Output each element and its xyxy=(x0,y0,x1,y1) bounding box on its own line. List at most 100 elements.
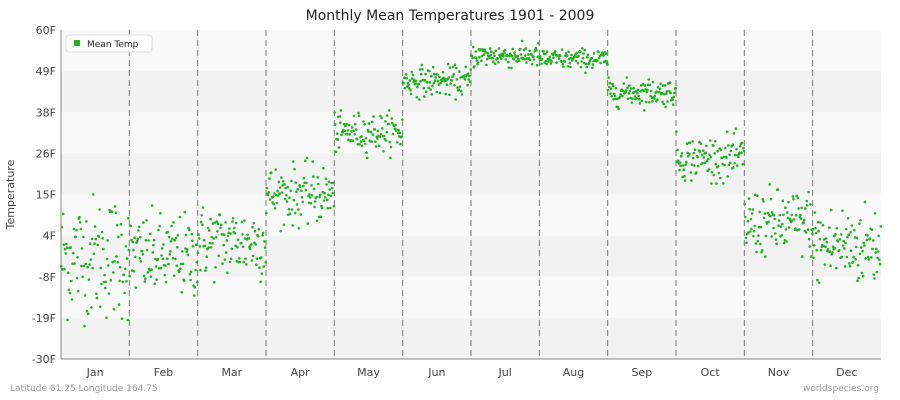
data-point xyxy=(494,49,498,52)
data-point xyxy=(692,151,696,155)
data-point xyxy=(250,259,254,262)
data-point xyxy=(537,42,540,45)
data-point xyxy=(189,270,193,274)
data-point xyxy=(841,244,845,248)
data-point xyxy=(503,48,507,52)
data-point xyxy=(731,143,734,146)
data-point xyxy=(135,239,139,243)
data-point xyxy=(690,163,694,166)
data-point xyxy=(700,153,704,157)
data-point xyxy=(306,222,310,225)
data-point xyxy=(746,220,750,223)
data-point xyxy=(303,159,307,162)
data-point xyxy=(493,62,497,66)
data-point xyxy=(518,47,522,51)
data-point xyxy=(625,76,629,79)
data-point xyxy=(733,153,737,157)
data-point xyxy=(149,275,153,278)
data-point xyxy=(83,324,86,328)
x-tick-label: Jul xyxy=(498,366,512,379)
data-point xyxy=(445,83,449,86)
data-point xyxy=(787,226,791,229)
data-point xyxy=(415,96,419,99)
data-point xyxy=(814,226,817,230)
data-point xyxy=(768,183,771,186)
data-point xyxy=(302,176,306,180)
data-point xyxy=(142,221,145,224)
data-point xyxy=(250,243,253,246)
data-point xyxy=(409,92,413,96)
data-point xyxy=(357,111,360,115)
data-point xyxy=(664,105,667,109)
data-point xyxy=(348,133,352,136)
data-point xyxy=(295,190,298,194)
data-point xyxy=(839,233,843,236)
data-point xyxy=(555,61,558,64)
data-point xyxy=(480,59,483,63)
data-point xyxy=(389,145,393,149)
data-point xyxy=(112,271,115,274)
data-point xyxy=(157,266,161,270)
data-point xyxy=(199,220,203,224)
data-point xyxy=(614,97,617,101)
data-point xyxy=(685,160,688,164)
data-point xyxy=(433,79,437,82)
data-point xyxy=(710,182,713,185)
data-point xyxy=(439,81,442,85)
data-point xyxy=(419,72,423,76)
data-point xyxy=(360,135,363,138)
data-point xyxy=(530,53,533,56)
data-point xyxy=(89,258,93,261)
data-point xyxy=(164,280,168,284)
data-point xyxy=(222,243,225,247)
data-point xyxy=(647,78,650,81)
data-point xyxy=(437,83,441,86)
data-point xyxy=(190,232,193,236)
data-point xyxy=(686,154,690,158)
data-point xyxy=(875,270,879,274)
data-point xyxy=(707,168,711,171)
data-point xyxy=(240,220,244,224)
data-point xyxy=(591,63,595,66)
data-point xyxy=(549,62,553,65)
data-point xyxy=(308,196,312,199)
data-point xyxy=(374,145,378,148)
data-point xyxy=(648,83,652,87)
data-point xyxy=(446,62,450,66)
data-point xyxy=(745,241,748,244)
data-point xyxy=(94,237,98,241)
data-point xyxy=(418,98,421,101)
data-point xyxy=(273,207,277,210)
data-point xyxy=(661,84,665,87)
data-point xyxy=(492,51,496,55)
data-point xyxy=(236,238,240,242)
data-point xyxy=(485,57,489,61)
data-point xyxy=(428,69,431,73)
data-point xyxy=(441,70,445,74)
data-point xyxy=(458,85,462,88)
data-point xyxy=(127,216,130,220)
data-point xyxy=(160,254,163,257)
data-point xyxy=(552,56,555,59)
data-point xyxy=(124,267,127,271)
data-point xyxy=(482,53,486,56)
data-point xyxy=(171,237,174,241)
data-point xyxy=(801,255,804,258)
data-point xyxy=(575,51,578,55)
data-point xyxy=(382,134,386,138)
data-point xyxy=(114,211,118,214)
data-point xyxy=(661,100,664,104)
data-point xyxy=(782,213,785,217)
data-point xyxy=(754,242,758,245)
data-point xyxy=(141,253,145,256)
data-point xyxy=(70,279,73,283)
data-point xyxy=(512,57,516,61)
data-point xyxy=(429,88,432,91)
data-point xyxy=(627,92,630,95)
data-point xyxy=(125,280,128,283)
data-point xyxy=(455,78,459,81)
data-point xyxy=(290,208,294,211)
y-tick-label: -30F xyxy=(32,353,56,366)
data-point xyxy=(399,142,402,146)
data-point xyxy=(527,53,530,56)
